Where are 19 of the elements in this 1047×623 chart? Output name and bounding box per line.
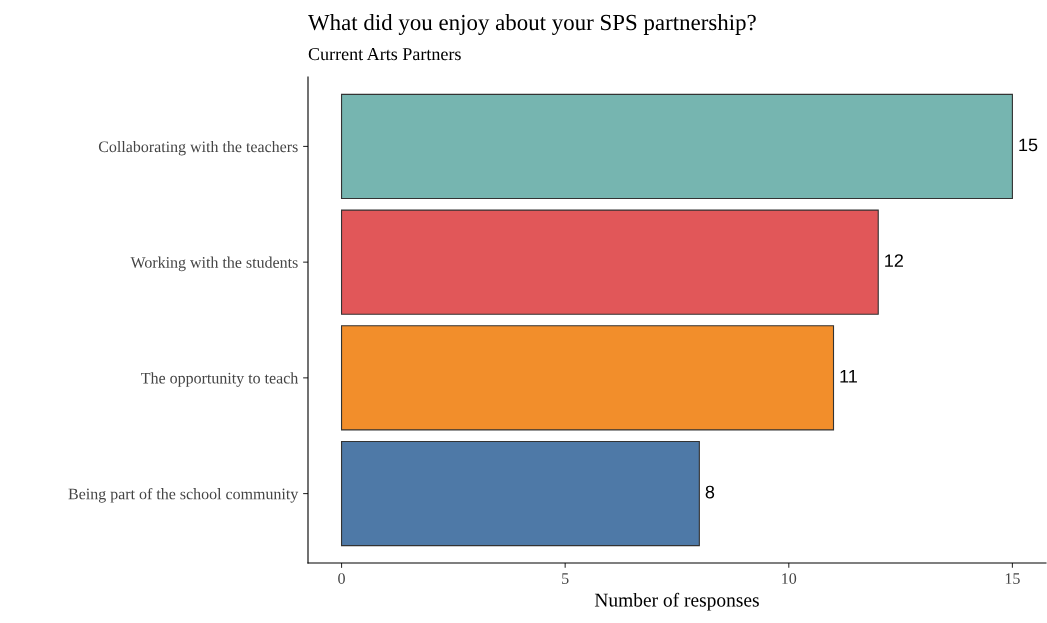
x-tick-label: 5 xyxy=(562,573,569,584)
data-label: 12 xyxy=(885,254,903,267)
data-label: 15 xyxy=(1019,138,1038,152)
chart-title: What did you enjoy about your SPS partnership? xyxy=(308,14,756,35)
x-tick-label: 10 xyxy=(782,573,797,584)
bar xyxy=(340,325,835,431)
y-tick-label: Working with the students xyxy=(130,256,298,272)
data-label: 8 xyxy=(705,485,715,499)
x-tick-label: 15 xyxy=(1005,573,1020,584)
bar xyxy=(340,209,879,315)
chart-subtitle: Current Arts Partners xyxy=(308,48,461,61)
data-label: 11 xyxy=(840,370,857,383)
bar xyxy=(340,440,700,547)
y-tick-label: The opportunity to teach xyxy=(141,372,299,387)
y-tick-label: Collaborating with the teachers xyxy=(98,140,298,156)
x-tick-label: 0 xyxy=(338,573,345,584)
x-axis-title: Number of responses xyxy=(594,592,759,611)
y-tick-label: Being part of the school community xyxy=(68,487,299,503)
bar xyxy=(340,93,1013,200)
